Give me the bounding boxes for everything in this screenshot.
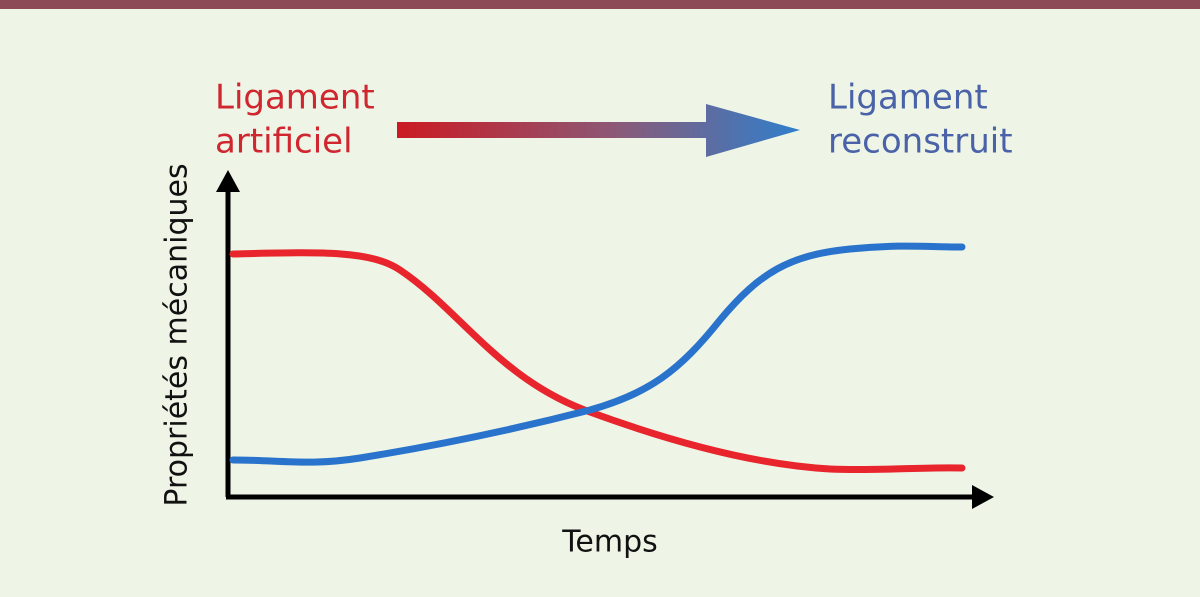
- top-bar: [0, 0, 1200, 9]
- end-label: reconstruit: [828, 122, 1013, 162]
- x-axis-label: Temps: [561, 525, 658, 560]
- y-axis-arrow: [216, 170, 240, 192]
- y-axis-label: Propriétés mécaniques: [160, 163, 195, 506]
- x-axis-arrow: [972, 485, 994, 509]
- transition-arrow: [397, 104, 800, 157]
- end-label: Ligament: [828, 78, 988, 118]
- reconstructed-curve: [229, 242, 966, 466]
- start-label: artificiel: [215, 122, 353, 162]
- start-label: Ligament: [215, 78, 375, 118]
